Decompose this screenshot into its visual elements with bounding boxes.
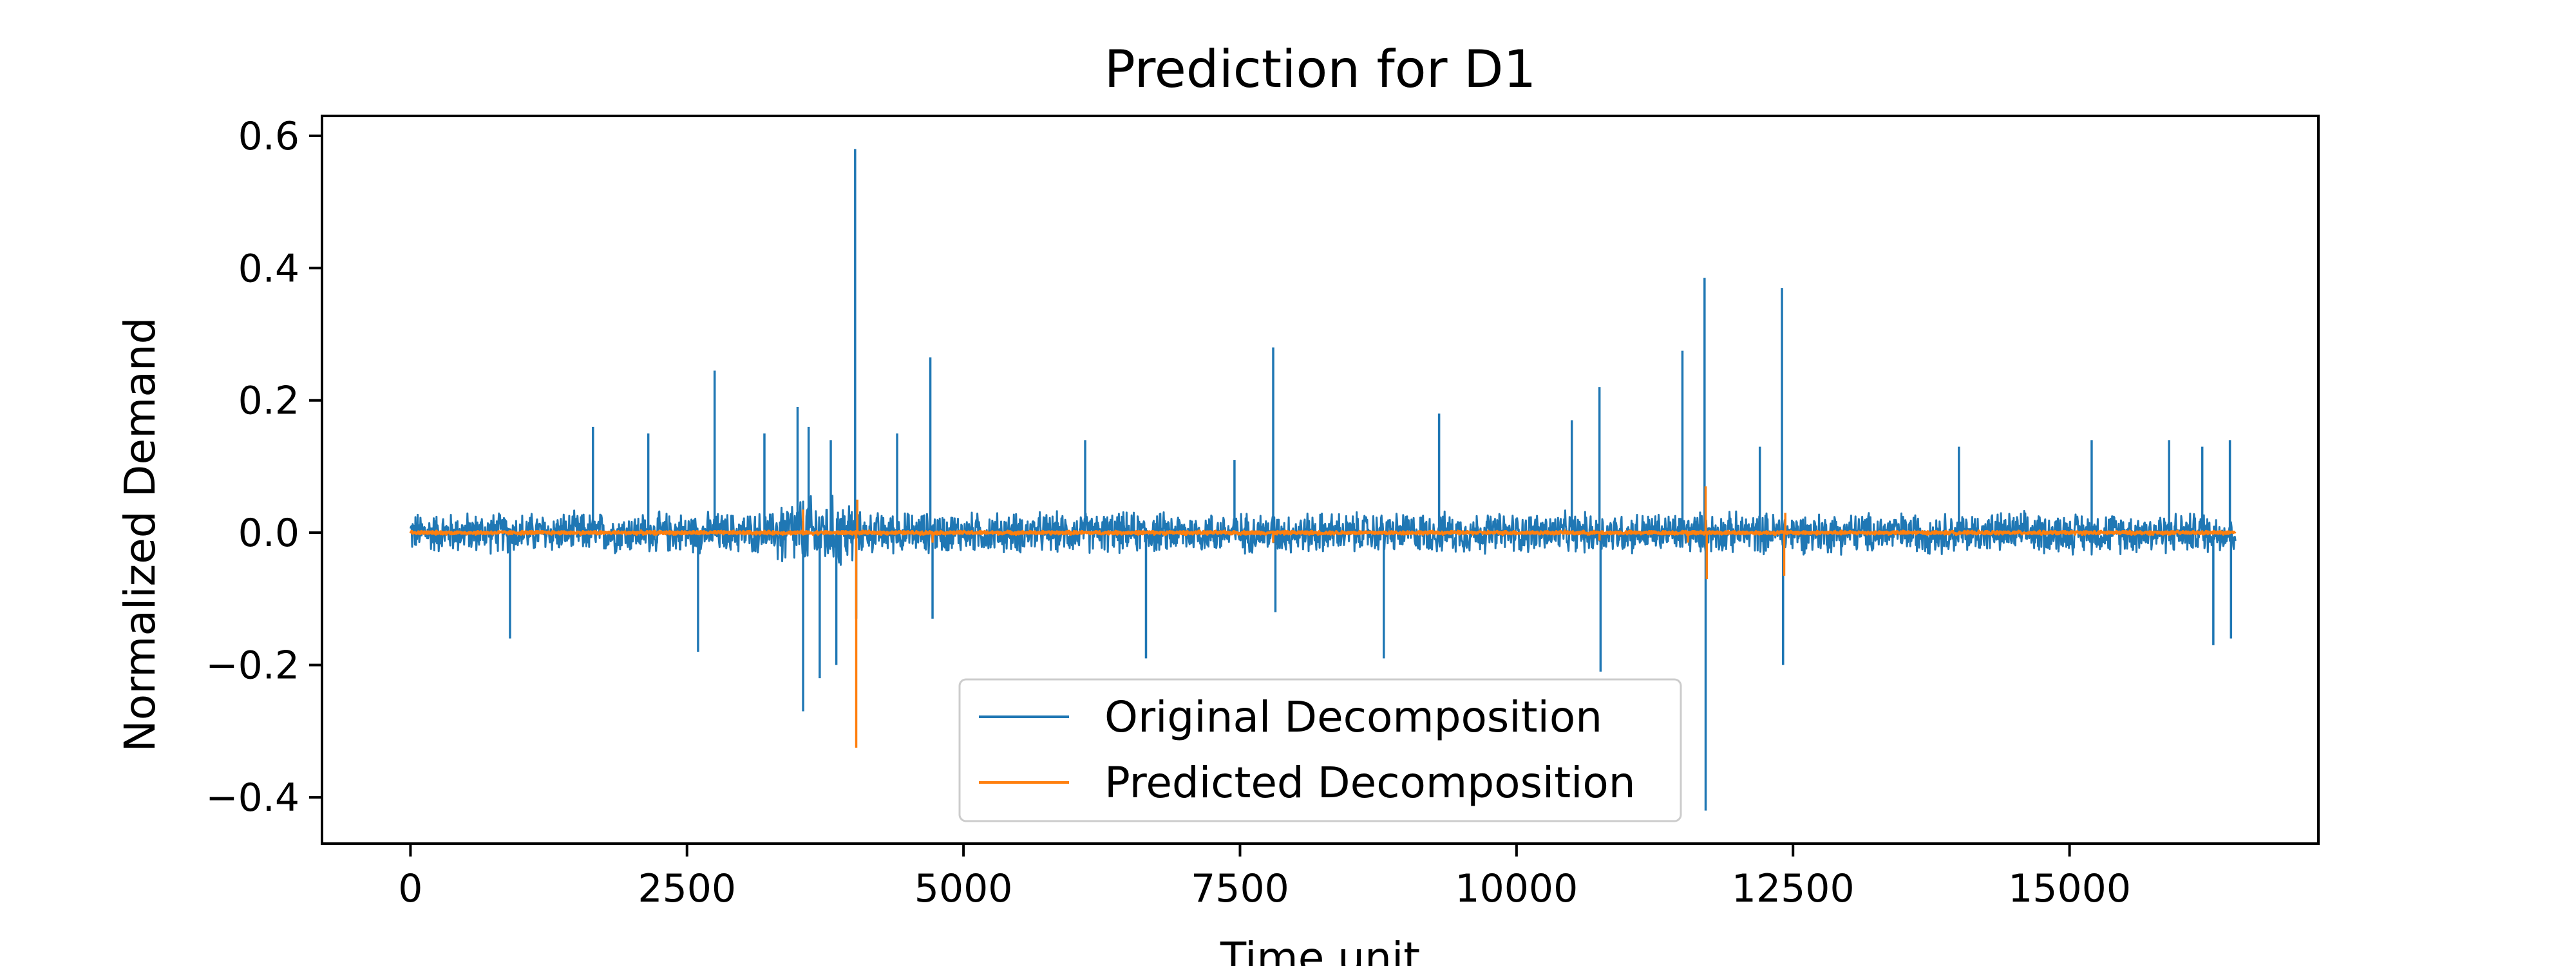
y-tick-label: 0.2 — [238, 379, 299, 424]
x-axis-label: Time unit — [1220, 933, 1420, 966]
y-axis: −0.4 −0.2 0.0 0.2 0.4 0.6 — [205, 114, 322, 820]
x-tick-label: 10000 — [1455, 866, 1578, 911]
y-axis-label: Normalized Demand — [115, 317, 165, 752]
y-tick-label: 0.4 — [238, 246, 299, 291]
legend-label: Original Decomposition — [1104, 692, 1602, 742]
plot-area — [321, 115, 2320, 845]
x-tick-label: 12500 — [1732, 866, 1855, 911]
y-tick-label: −0.2 — [205, 643, 299, 688]
chart-title: Prediction for D1 — [1104, 39, 1537, 99]
legend: Original Decomposition Predicted Decompos… — [958, 678, 1682, 822]
predicted-decomposition-series — [409, 486, 2237, 748]
x-tick-label: 2500 — [638, 866, 736, 911]
legend-box — [958, 678, 1682, 822]
x-axis: 0 2500 5000 7500 10000 12500 15000 — [398, 844, 2131, 911]
y-tick-label: −0.4 — [205, 775, 299, 820]
x-tick-label: 0 — [398, 866, 422, 911]
legend-label: Predicted Decomposition — [1104, 758, 1636, 808]
original-decomposition-series — [409, 149, 2237, 811]
x-tick-label: 7500 — [1191, 866, 1289, 911]
y-tick-label: 0.6 — [238, 114, 299, 159]
x-tick-label: 5000 — [914, 866, 1013, 911]
predicted-decomposition-line — [409, 529, 2237, 536]
x-tick-label: 15000 — [2008, 866, 2131, 911]
y-tick-label: 0.0 — [238, 511, 299, 556]
plot-frame — [321, 115, 2320, 845]
